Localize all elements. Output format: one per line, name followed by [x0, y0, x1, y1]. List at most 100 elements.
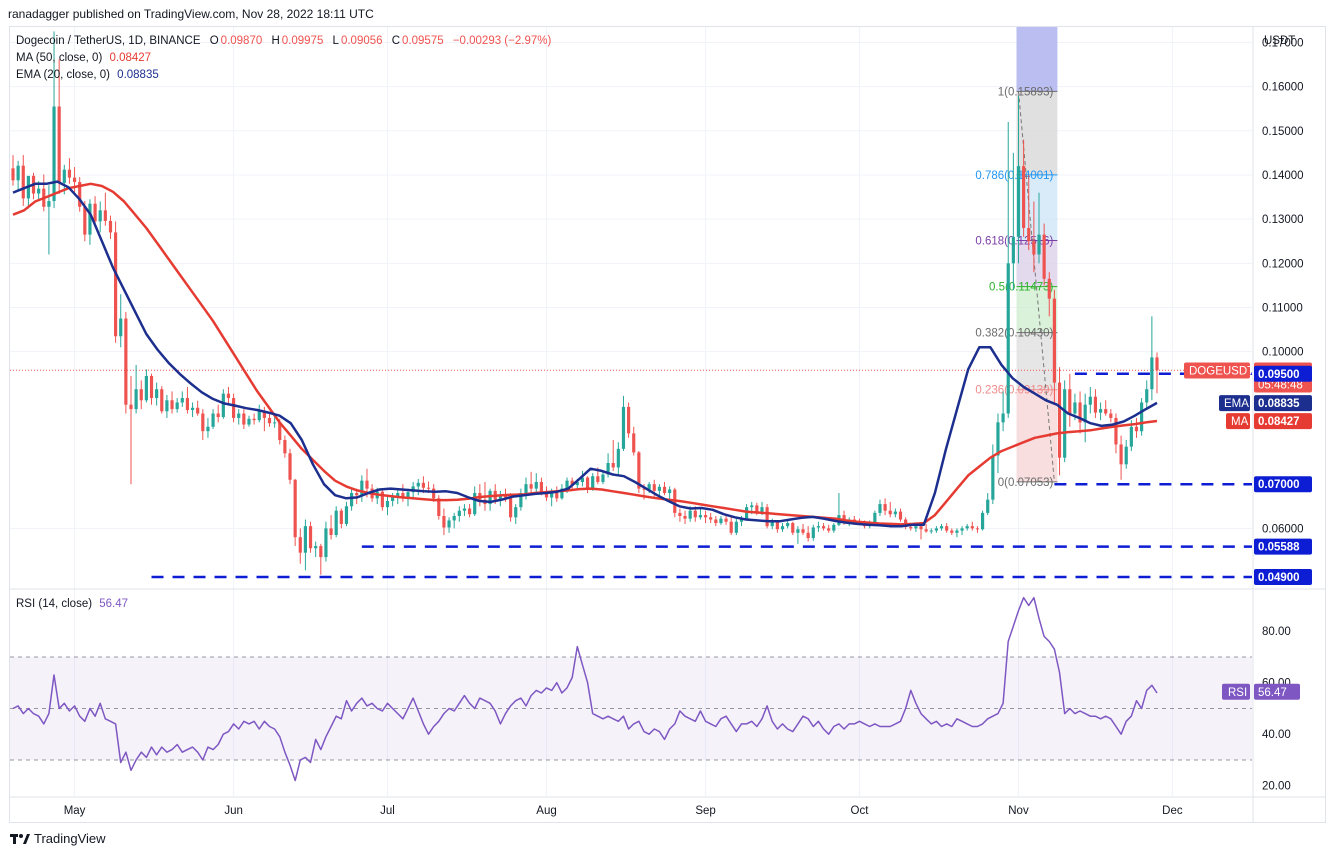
- candle-body: [560, 488, 564, 499]
- ohlc-close-key: C: [391, 35, 401, 47]
- candle-body: [1109, 413, 1113, 418]
- candle-body: [180, 398, 184, 403]
- candle-body: [108, 220, 113, 233]
- fib-level-label: 1(0.15893): [998, 86, 1054, 98]
- candle-body: [806, 532, 810, 539]
- candle-body: [283, 440, 287, 454]
- ema20-series-line: [12, 180, 1158, 528]
- candle-body: [878, 504, 882, 513]
- candle-body: [719, 518, 723, 524]
- ohlc-low-key: L: [332, 35, 339, 47]
- candle-body: [432, 488, 436, 499]
- candle-body: [216, 413, 220, 418]
- fib-level-label: 0.236(0.09139): [975, 385, 1053, 397]
- time-tick-label: Oct: [851, 805, 870, 817]
- time-tick-label: Jul: [380, 805, 395, 817]
- ohlc-high-key: H: [271, 35, 280, 47]
- candle-body: [1052, 298, 1056, 383]
- candle-body: [467, 508, 472, 515]
- candle-body: [550, 493, 554, 498]
- candle-body: [16, 165, 20, 181]
- candle-body: [242, 413, 246, 425]
- candle-body: [539, 481, 543, 493]
- candle-body: [914, 526, 918, 529]
- candle-body: [893, 511, 897, 515]
- candle-body: [596, 476, 600, 482]
- candle-body: [652, 484, 656, 491]
- candle-body: [811, 527, 815, 539]
- candle-body: [1057, 382, 1062, 458]
- candle-body: [883, 504, 887, 511]
- candle-body: [960, 528, 964, 531]
- ohlc-change: −0.00293 (−2.97%): [452, 35, 552, 47]
- price-tag-value: 0.08427: [1258, 416, 1300, 428]
- candle-body: [457, 510, 461, 516]
- candle-body: [873, 512, 877, 524]
- candle-body: [314, 546, 318, 549]
- time-tick-label: Sep: [695, 805, 715, 817]
- footer-brand-label: TradingView: [34, 831, 106, 846]
- candle-body: [308, 526, 313, 549]
- candle-body: [832, 524, 836, 531]
- candle-body: [775, 521, 779, 530]
- candle-body: [67, 169, 72, 178]
- candle-body: [786, 523, 790, 527]
- price-tick-label: 0.11000: [1262, 303, 1303, 315]
- candle-body: [503, 495, 508, 498]
- candle-body: [437, 498, 441, 516]
- candle-body: [237, 413, 241, 418]
- candle-body: [627, 406, 631, 434]
- ohlc-high: 0.09975: [281, 35, 324, 47]
- candle-body: [103, 210, 107, 221]
- price-tag-value: 0.09500: [1258, 369, 1300, 381]
- candle-body: [1155, 357, 1159, 371]
- price-tag-box: [1254, 413, 1312, 430]
- price-tag-value: 0.08835: [1258, 398, 1300, 410]
- candle-body: [637, 452, 641, 489]
- candle-body: [1078, 402, 1082, 423]
- candle-body: [991, 455, 995, 500]
- candle-body: [416, 482, 420, 487]
- candle-body: [770, 521, 774, 527]
- candle-body: [555, 493, 559, 499]
- candle-body: [606, 462, 610, 475]
- candle-body: [201, 413, 205, 432]
- candle-body: [349, 493, 354, 507]
- candle-body: [909, 527, 913, 529]
- candle-body: [190, 407, 195, 410]
- candle-body: [401, 493, 405, 499]
- rsi-tick-label: 20.00: [1262, 781, 1291, 793]
- candle-body: [642, 488, 646, 490]
- candle-body: [278, 422, 282, 441]
- candle-body: [1093, 396, 1098, 413]
- candle-body: [688, 510, 692, 519]
- candle-body: [1104, 409, 1108, 414]
- candle-body: [252, 418, 256, 421]
- candle-body: [950, 530, 954, 533]
- chart-frame: [9, 26, 1326, 823]
- candle-body: [98, 210, 102, 222]
- candle-body: [319, 546, 323, 558]
- candle-body: [1088, 396, 1092, 405]
- candle-body: [693, 510, 697, 518]
- candle-body: [1063, 389, 1067, 458]
- candle-body: [534, 481, 538, 489]
- candle-body: [934, 528, 938, 531]
- candle-body: [1129, 426, 1133, 447]
- candle-body: [139, 389, 143, 401]
- candle-body: [1150, 357, 1154, 390]
- candle-body: [273, 422, 277, 424]
- candle-body: [780, 526, 785, 530]
- price-tag-value: 0.05588: [1258, 542, 1300, 554]
- tradingview-logo-icon: [10, 833, 30, 844]
- candle-body: [298, 537, 302, 553]
- time-tick-label: Jun: [224, 805, 243, 817]
- ema-legend-label: EMA (20, close, 0): [16, 69, 110, 81]
- candle-body: [344, 506, 349, 524]
- candle-body: [11, 168, 15, 181]
- candle-body: [1027, 227, 1031, 242]
- price-tag-box: [1254, 568, 1312, 585]
- price-tag-box: [1254, 538, 1312, 555]
- footer-brand[interactable]: TradingView: [10, 831, 106, 846]
